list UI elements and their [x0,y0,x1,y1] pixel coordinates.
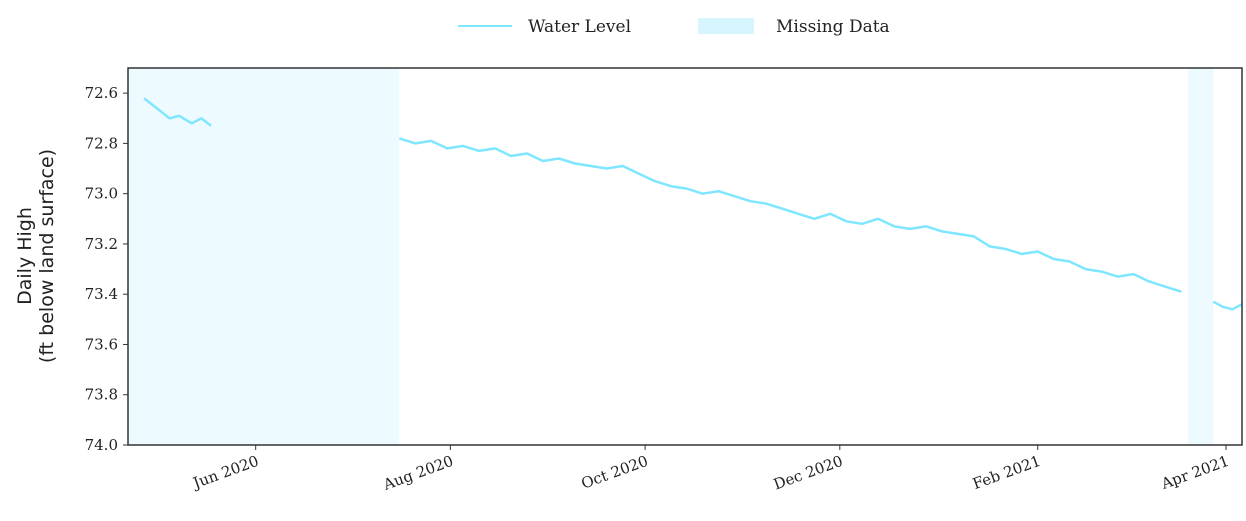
water-level-line [1212,300,1243,311]
missing-data-spans [128,68,1214,445]
legend-missing-data-swatch [698,18,754,34]
legend: Water Level Missing Data [458,17,890,37]
y-tick-label: 73.2 [85,235,118,253]
y-axis: 72.6 72.8 73.0 73.2 73.4 73.6 73.8 74.0 [85,84,128,454]
legend-missing-data-label: Missing Data [776,17,890,37]
water-level-line [143,97,212,127]
y-tick-label: 73.0 [85,185,118,203]
y-tick-label: 73.4 [85,285,118,303]
y-axis-title: Daily High (ft below land surface) [14,149,58,363]
y-axis-title-line1: Daily High [14,207,36,305]
x-tick-label: Apr 2021 [1158,452,1231,493]
y-tick-label: 74.0 [85,436,118,454]
y-tick-label: 73.8 [85,386,118,404]
plot-frame [127,67,1243,446]
x-tick-label: Aug 2020 [380,452,456,494]
series-layer [143,97,1243,311]
x-tick-label: Oct 2020 [579,452,651,493]
x-axis: Jun 2020 Aug 2020 Oct 2020 Dec 2020 Feb 2021… [189,445,1231,494]
y-tick-label: 72.6 [85,84,118,102]
y-tick-label: 72.8 [85,134,118,152]
x-tick-label: Dec 2020 [771,452,845,494]
water-level-line [398,137,1182,293]
missing-data-span [1187,68,1214,445]
legend-water-level-label: Water Level [528,17,631,37]
missing-data-span [128,68,400,445]
y-tick-label: 73.6 [85,335,118,353]
x-tick-label: Jun 2020 [189,452,261,493]
x-tick-label: Feb 2021 [970,452,1043,493]
y-axis-title-line2: (ft below land surface) [36,149,58,363]
